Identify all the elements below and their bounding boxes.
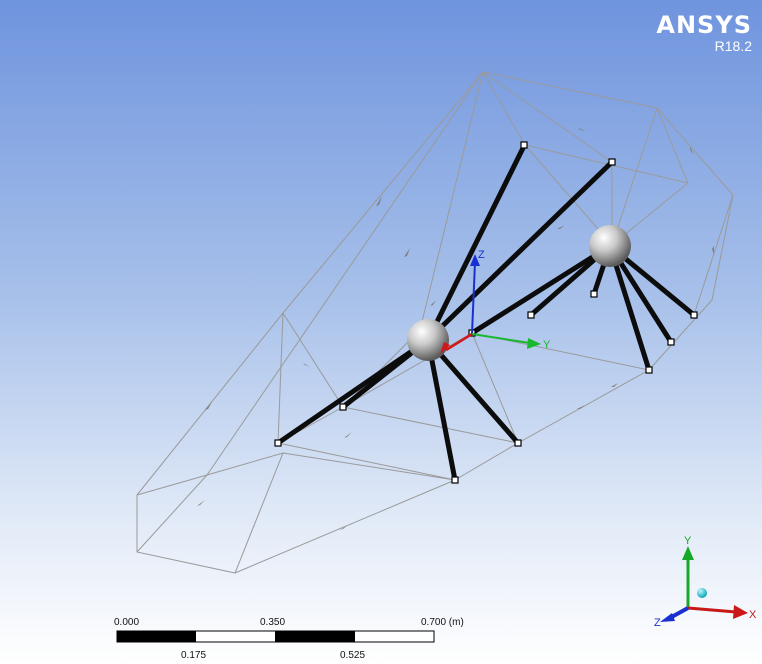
- brand-name: ANSYS: [656, 11, 752, 39]
- triad-y-label: Y: [684, 535, 692, 547]
- node: [608, 158, 616, 166]
- node: [451, 476, 459, 484]
- orientation-triad[interactable]: Y X Z: [654, 535, 757, 629]
- wireframe-mesh: [136, 71, 734, 574]
- scale-label-top-2: 0.700 (m): [421, 617, 464, 628]
- node: [690, 311, 698, 319]
- scale-label-top-1: 0.350: [260, 617, 286, 628]
- scale-label-bottom-0: 0.175: [181, 650, 207, 661]
- model-z-axis-label: Z: [478, 249, 485, 261]
- node: [339, 403, 347, 411]
- node: [590, 290, 598, 298]
- node: [520, 141, 528, 149]
- node: [274, 439, 282, 447]
- springs-lower-sphere: [275, 143, 615, 483]
- triad-x-label: X: [749, 609, 757, 621]
- node: [667, 338, 675, 346]
- node: [514, 439, 522, 447]
- ansys-logo: ANSYS R18.2: [656, 12, 752, 54]
- brand-version: R18.2: [714, 38, 752, 54]
- model-coordinate-system: Z Y: [440, 249, 551, 354]
- point-mass-sphere-lower[interactable]: [407, 319, 449, 361]
- scale-label-bottom-1: 0.525: [340, 650, 366, 661]
- scale-label-top-0: 0.000: [114, 617, 140, 628]
- flow-arrows: [197, 128, 714, 530]
- model-y-axis-label: Y: [543, 339, 551, 351]
- triad-isometric-sphere-icon: [697, 588, 707, 598]
- triad-z-label: Z: [654, 617, 661, 629]
- point-mass-sphere-upper[interactable]: [589, 225, 631, 267]
- node: [645, 366, 653, 374]
- mesh-nodes[interactable]: [274, 141, 698, 484]
- node: [527, 311, 535, 319]
- scale-bar-graphic: [116, 630, 435, 643]
